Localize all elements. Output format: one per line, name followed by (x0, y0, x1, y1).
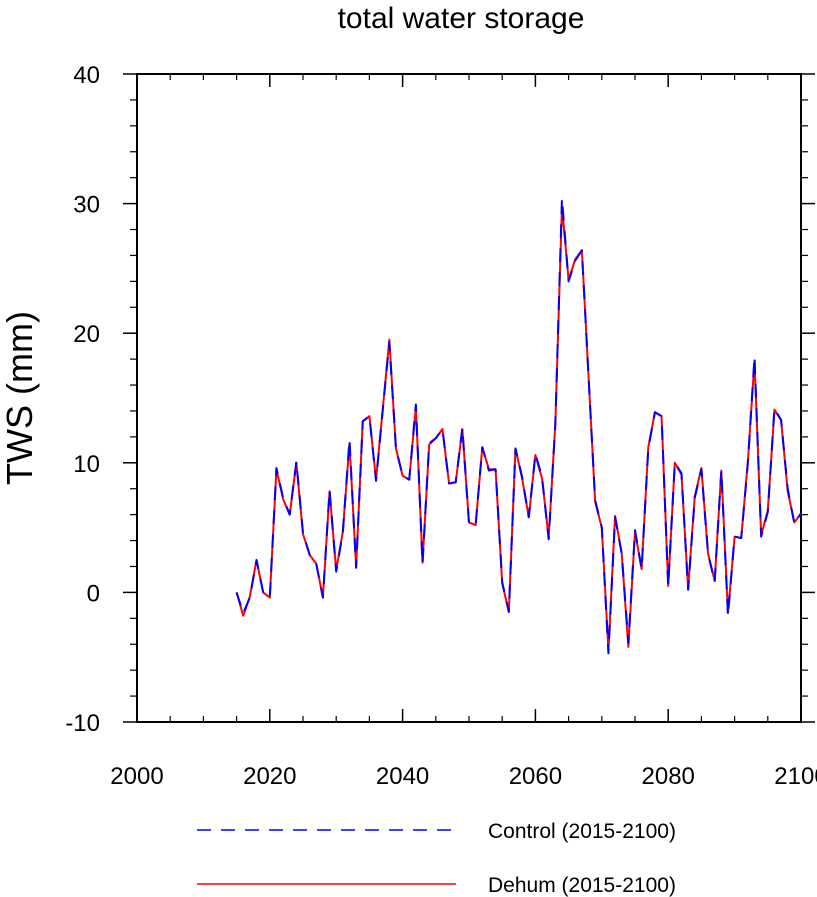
data-series (235, 197, 802, 655)
x-tick-label: 2020 (243, 763, 296, 790)
x-tick-label: 2080 (642, 763, 695, 790)
legend-label-0: Control (2015-2100) (488, 820, 676, 843)
legend-label-1: Dehum (2015-2100) (488, 874, 676, 897)
axis-ticks (123, 73, 815, 723)
plot-frame (136, 73, 802, 723)
series-line-1 (235, 205, 802, 652)
y-tick-label: 40 (73, 62, 100, 89)
series-line-0 (235, 197, 802, 655)
y-tick-label: 0 (87, 580, 100, 607)
x-tick-label: 2100 (774, 763, 817, 790)
x-tick-label: 2060 (509, 763, 562, 790)
y-tick-label: 10 (73, 451, 100, 478)
y-tick-label: 20 (73, 321, 100, 348)
axis-tick-labels: 2000 2020 2040 2060 2080 2100 -10 0 10 20 30 40 (65, 62, 817, 790)
y-axis-label: TWS (mm) (0, 311, 40, 485)
x-tick-label: 2000 (110, 763, 163, 790)
legend: Control (2015-2100) Dehum (2015-2100) (197, 820, 676, 897)
y-tick-label: 30 (73, 192, 100, 219)
y-tick-label: -10 (65, 710, 100, 737)
chart-title: total water storage (338, 2, 585, 35)
x-tick-label: 2040 (376, 763, 429, 790)
